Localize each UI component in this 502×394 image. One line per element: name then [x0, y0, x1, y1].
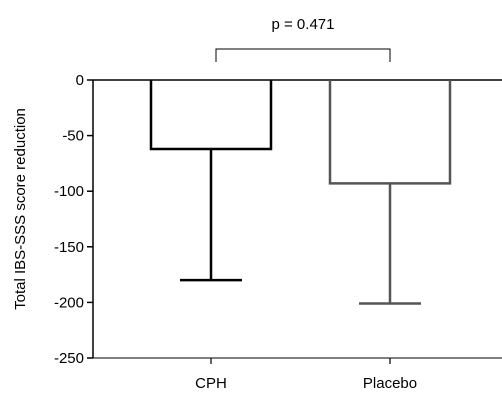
significance-bracket — [215, 48, 391, 62]
y-tick-label: -50 — [62, 128, 84, 145]
bars — [149, 80, 452, 305]
y-tick-label: 0 — [76, 72, 84, 89]
y-tick-label: -100 — [54, 183, 84, 200]
x-tick-label: CPH — [195, 375, 227, 392]
axes: 0 -50 -100 -150 -200 -250 Total IBS-SSS score … — [12, 72, 502, 392]
y-tick-label: -150 — [54, 239, 84, 256]
y-axis-title: Total IBS-SSS score reduction — [12, 108, 29, 310]
y-tick-label: -250 — [54, 350, 84, 367]
bar — [328, 80, 452, 185]
y-tick-label: -200 — [54, 294, 84, 311]
annotations: p = 0.471 — [215, 16, 391, 62]
bar — [149, 80, 273, 151]
p-value-label: p = 0.471 — [272, 16, 335, 33]
x-tick-label: Placebo — [363, 375, 417, 392]
